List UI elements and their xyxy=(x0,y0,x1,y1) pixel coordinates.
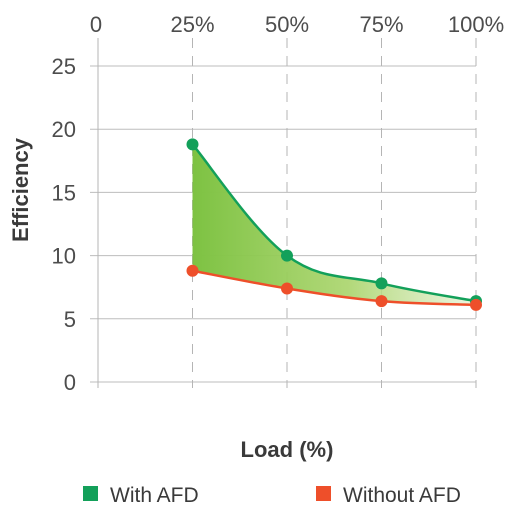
y-tick-label-10: 10 xyxy=(52,244,76,269)
data-point-without-afd-100 xyxy=(470,298,482,311)
x-tick-label-100: 100% xyxy=(448,12,504,37)
data-point-with-afd-75 xyxy=(375,277,388,290)
y-tick-label-5: 5 xyxy=(64,307,76,332)
x-axis-title: Load (%) xyxy=(241,437,334,462)
x-tick-label-75: 75% xyxy=(359,12,403,37)
grid-lines xyxy=(90,38,477,388)
y-tick-label-20: 20 xyxy=(52,117,76,142)
y-tick-label-25: 25 xyxy=(52,54,76,79)
data-points xyxy=(186,138,482,311)
series-lines xyxy=(191,143,477,307)
data-point-without-afd-25 xyxy=(186,264,199,277)
legend-label-with-afd: With AFD xyxy=(110,484,199,507)
tick-labels: 0 5 10 15 20 25 0 25% 50% 75% 100% xyxy=(52,12,505,395)
x-tick-label-0: 0 xyxy=(90,12,102,37)
legend-swatch-with-afd xyxy=(83,486,98,501)
legend: With AFD Without AFD xyxy=(83,484,461,507)
y-tick-label-0: 0 xyxy=(64,370,76,395)
data-point-with-afd-50 xyxy=(281,249,293,262)
y-tick-label-15: 15 xyxy=(52,180,76,205)
series-line-with-afd xyxy=(191,143,477,303)
data-point-without-afd-75 xyxy=(375,295,388,308)
x-tick-label-25: 25% xyxy=(170,12,214,37)
x-tick-label-50: 50% xyxy=(265,12,309,37)
legend-label-without-afd: Without AFD xyxy=(343,484,461,507)
y-axis-title: Efficiency xyxy=(8,137,33,242)
data-point-with-afd-25 xyxy=(186,138,199,151)
gap-area xyxy=(192,144,476,305)
gap-area-group xyxy=(192,144,476,305)
series-line-without-afd xyxy=(192,269,477,307)
legend-swatch-without-afd xyxy=(316,486,331,501)
data-point-without-afd-50 xyxy=(281,282,293,295)
